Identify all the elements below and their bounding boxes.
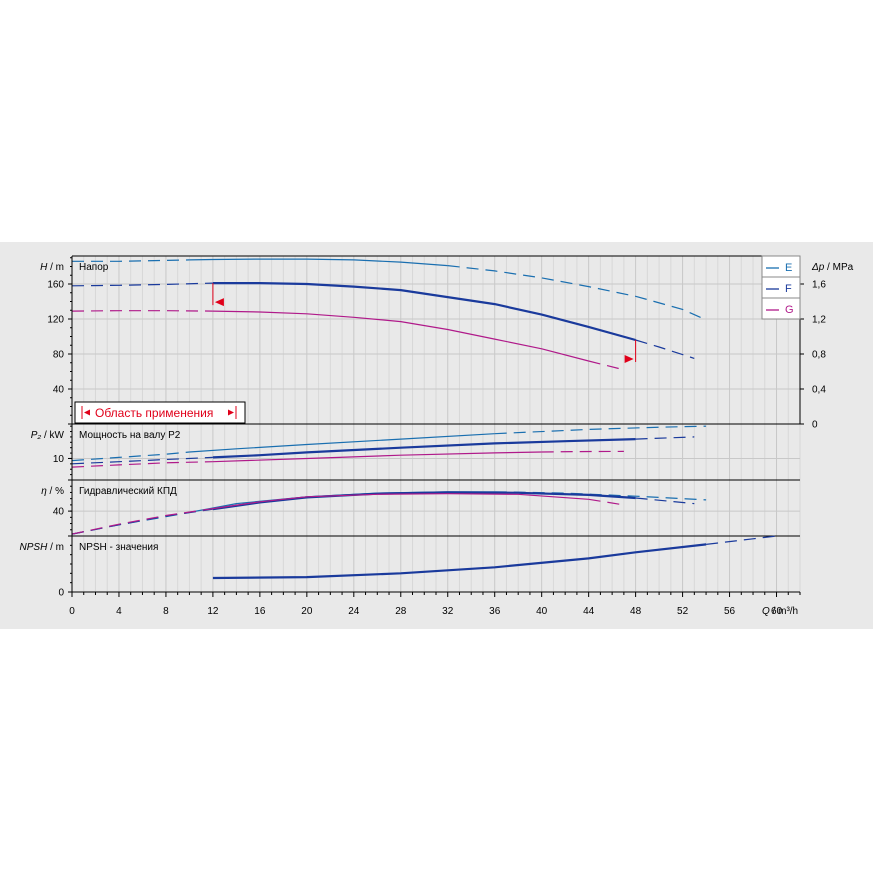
x-axis-label: Q / m³/h bbox=[762, 606, 798, 617]
series-F-npsh-line bbox=[212, 543, 707, 580]
x-tick-label: 20 bbox=[301, 606, 313, 617]
y-axis-unit: / kW bbox=[41, 430, 64, 441]
y-axis-var: P₂ bbox=[31, 430, 42, 441]
series-G-efficiency-dashed-start bbox=[71, 508, 213, 535]
series-G-head-line bbox=[212, 310, 589, 362]
range-annotation-box bbox=[74, 401, 246, 424]
series-F-power-line bbox=[212, 438, 636, 459]
legend bbox=[761, 255, 801, 320]
series-E-power-line bbox=[189, 433, 495, 453]
x-tick-label: 4 bbox=[116, 606, 122, 617]
range-end-arrow bbox=[624, 355, 634, 363]
x-tick-label: 36 bbox=[489, 606, 501, 617]
panel-title: NPSH - значения bbox=[79, 542, 158, 553]
range-start-arrow bbox=[214, 298, 224, 307]
series-G-power-dashed-end bbox=[541, 450, 624, 453]
x-tick-label: 48 bbox=[630, 606, 642, 617]
pump-performance-chart: 40 80 120 160 H / m Напор 0 0,4 0,8 1,2 1,6 Δp / MP… bbox=[0, 242, 873, 629]
y-axis-label: P₂ / kW bbox=[31, 430, 65, 441]
panel-title: Мощность на валу P2 bbox=[79, 430, 181, 441]
x-tick-label: 28 bbox=[395, 606, 407, 617]
series-E-head-line bbox=[189, 258, 448, 267]
y-tick-label: 80 bbox=[53, 350, 65, 361]
x-tick-label: 60 bbox=[771, 606, 783, 617]
series-E-head-dashed-start bbox=[72, 259, 190, 262]
series-G-head-dashed-end bbox=[588, 360, 625, 371]
range-annotation-arrow-left bbox=[84, 409, 90, 416]
panel-title: Напор bbox=[79, 262, 109, 273]
series-F-power-dashed-end bbox=[635, 436, 695, 440]
range-annotation-arrow-right bbox=[228, 409, 234, 416]
y-tick-label: 10 bbox=[53, 454, 65, 465]
x-tick-label: 44 bbox=[583, 606, 595, 617]
y-tick-label: 120 bbox=[47, 315, 64, 326]
series-E-power-dashed-end bbox=[494, 425, 707, 435]
legend-label: G bbox=[785, 304, 794, 316]
legend-label: E bbox=[785, 262, 792, 274]
series-G-power-dashed-start bbox=[71, 461, 213, 468]
x-tick-label: 16 bbox=[254, 606, 266, 617]
y-tick-label: 40 bbox=[53, 507, 65, 518]
series-G-power-line bbox=[212, 451, 542, 463]
right-axis-unit: / MPa bbox=[824, 262, 853, 273]
right-tick-label: 1,6 bbox=[812, 280, 826, 291]
y-axis-var: H bbox=[40, 262, 48, 273]
y-axis-var: η bbox=[41, 486, 47, 497]
y-axis-unit: / % bbox=[47, 486, 64, 497]
y-axis-unit: / m bbox=[47, 262, 64, 273]
series-E-head-dashed-end bbox=[447, 265, 707, 321]
series-G-efficiency-dashed-end bbox=[588, 498, 624, 506]
legend-label: F bbox=[785, 283, 792, 295]
y-axis-label: NPSH / m bbox=[20, 542, 64, 553]
x-tick-label: 8 bbox=[163, 606, 169, 617]
panel-title: Гидравлический КПД bbox=[79, 486, 177, 497]
series-F-head-line bbox=[212, 281, 636, 342]
series-F-power-dashed-start bbox=[71, 456, 213, 465]
y-tick-label: 160 bbox=[47, 280, 64, 291]
series-F-efficiency-dashed-end bbox=[635, 497, 695, 505]
series-F-npsh-dashed-end bbox=[706, 535, 777, 545]
right-axis-label: Δp / MPa bbox=[811, 262, 854, 273]
x-tick-label: 52 bbox=[677, 606, 689, 617]
series-F-head-dashed-end bbox=[635, 339, 695, 359]
y-axis-unit: / m bbox=[47, 542, 64, 553]
x-tick-label: 40 bbox=[536, 606, 548, 617]
series-G-efficiency-line bbox=[212, 493, 589, 510]
x-tick-label: 32 bbox=[442, 606, 454, 617]
right-tick-label: 0,8 bbox=[812, 350, 826, 361]
right-tick-label: 1,2 bbox=[812, 315, 826, 326]
x-axis-unit: / m³/h bbox=[770, 606, 798, 617]
right-tick-label: 0 bbox=[812, 420, 818, 431]
y-axis-label: H / m bbox=[40, 262, 64, 273]
x-axis-var: Q bbox=[762, 606, 770, 617]
series-E-power-dashed-start bbox=[71, 451, 190, 462]
x-tick-label: 12 bbox=[207, 606, 219, 617]
x-tick-label: 56 bbox=[724, 606, 736, 617]
right-axis-var: Δp bbox=[811, 262, 825, 273]
right-tick-label: 0,4 bbox=[812, 385, 826, 396]
y-axis-var: NPSH bbox=[20, 542, 49, 553]
y-axis-label: η / % bbox=[41, 486, 64, 497]
range-annotation-text: Область применения bbox=[95, 406, 213, 420]
x-tick-label: 24 bbox=[348, 606, 360, 617]
series-F-head-dashed-start bbox=[71, 282, 213, 287]
y-tick-label: 40 bbox=[53, 385, 65, 396]
y-tick-label: 0 bbox=[58, 588, 64, 599]
x-tick-label: 0 bbox=[69, 606, 75, 617]
